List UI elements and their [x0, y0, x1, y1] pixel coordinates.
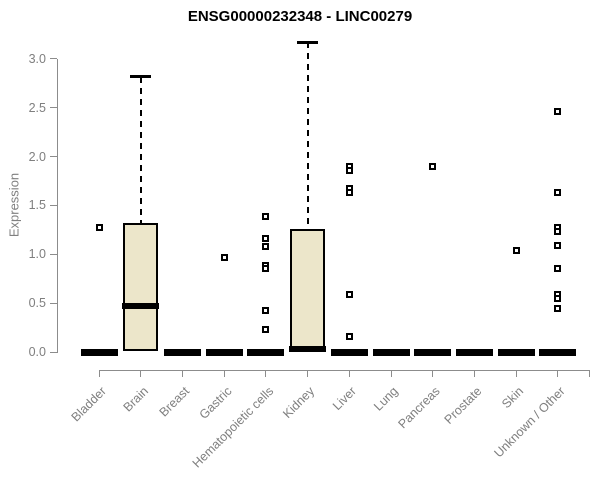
outlier-point [512, 246, 520, 254]
outlier-point [554, 108, 562, 116]
x-axis-tick [557, 370, 559, 377]
y-axis-tick [50, 204, 57, 206]
outlier-point [554, 294, 562, 302]
boxplot-flat-bar [330, 348, 368, 356]
y-axis-tick [50, 351, 57, 353]
y-axis-tick [50, 302, 57, 304]
y-tick-label: 3.0 [28, 51, 46, 66]
outlier-point [554, 265, 562, 273]
median-line [289, 346, 327, 353]
outlier-point [262, 326, 270, 334]
outlier-point [95, 224, 103, 232]
box-body [123, 223, 159, 351]
x-tick-label: Pancreas [395, 384, 443, 432]
x-axis-tick [223, 370, 225, 377]
outlier-point [554, 189, 562, 197]
median-line [122, 303, 160, 310]
x-axis-line [99, 369, 589, 371]
outlier-point [345, 290, 353, 298]
outlier-point [262, 243, 270, 251]
boxplot-flat-bar [80, 348, 118, 356]
x-axis-tick [474, 370, 476, 377]
x-axis-tick [390, 370, 392, 377]
y-tick-label: 1.5 [28, 198, 46, 213]
y-tick-label: 2.0 [28, 149, 46, 164]
y-tick-label: 0.0 [28, 345, 46, 359]
x-axis-tick [265, 370, 267, 377]
x-axis-tick [348, 370, 350, 377]
outlier-point [262, 235, 270, 243]
whisker-line [139, 76, 142, 224]
y-axis-tick [50, 58, 57, 60]
x-tick-label: Kidney [280, 384, 318, 421]
outlier-point [345, 189, 353, 197]
boxplot-flat-bar [539, 348, 577, 356]
y-axis-tick [50, 107, 57, 109]
y-tick-label: 0.5 [28, 296, 46, 311]
x-tick-label: Hematopoietic cells [189, 384, 276, 471]
y-axis-line [57, 58, 58, 353]
x-tick-label: Lung [371, 384, 401, 414]
boxplot-flat-bar [414, 348, 452, 356]
x-tick-label: Bladder [68, 384, 109, 425]
boxplot-flat-bar [163, 348, 201, 356]
box-body [290, 228, 326, 351]
outlier-point [554, 228, 562, 236]
x-axis-end-tick [588, 370, 590, 377]
outlier-point [554, 242, 562, 250]
outlier-point [554, 304, 562, 312]
outlier-point [345, 332, 353, 340]
x-axis-tick [515, 370, 517, 377]
whisker-cap [297, 40, 319, 44]
outlier-point [429, 162, 437, 170]
x-axis-tick [181, 370, 183, 377]
outlier-point [262, 306, 270, 314]
whisker-cap [130, 75, 152, 79]
outlier-point [220, 253, 228, 261]
x-tick-label: Skin [499, 384, 527, 412]
y-axis-tick [50, 253, 57, 255]
chart-title: ENSG00000232348 - LINC00279 [187, 8, 413, 25]
x-axis-tick [140, 370, 142, 377]
boxplot-flat-bar [456, 348, 494, 356]
boxplot-flat-bar [497, 348, 535, 356]
y-tick-label: 2.5 [28, 100, 46, 115]
y-tick-label: 1.0 [28, 247, 46, 262]
x-axis-tick [432, 370, 434, 377]
x-tick-label: Liver [330, 384, 360, 414]
x-tick-label: Gastric [196, 384, 235, 422]
outlier-point [345, 166, 353, 174]
x-axis-tick [307, 370, 309, 377]
boxplot-flat-bar [247, 348, 285, 356]
x-tick-label: Prostate [441, 384, 485, 427]
boxplot-flat-bar [205, 348, 243, 356]
whisker-line [306, 42, 309, 229]
x-tick-label: Breast [156, 384, 193, 420]
outlier-point [262, 264, 270, 272]
boxplot-flat-bar [372, 348, 410, 356]
x-tick-label: Brain [120, 384, 151, 415]
y-axis-tick [50, 156, 57, 158]
outlier-point [262, 212, 270, 220]
x-axis-tick [98, 370, 100, 377]
